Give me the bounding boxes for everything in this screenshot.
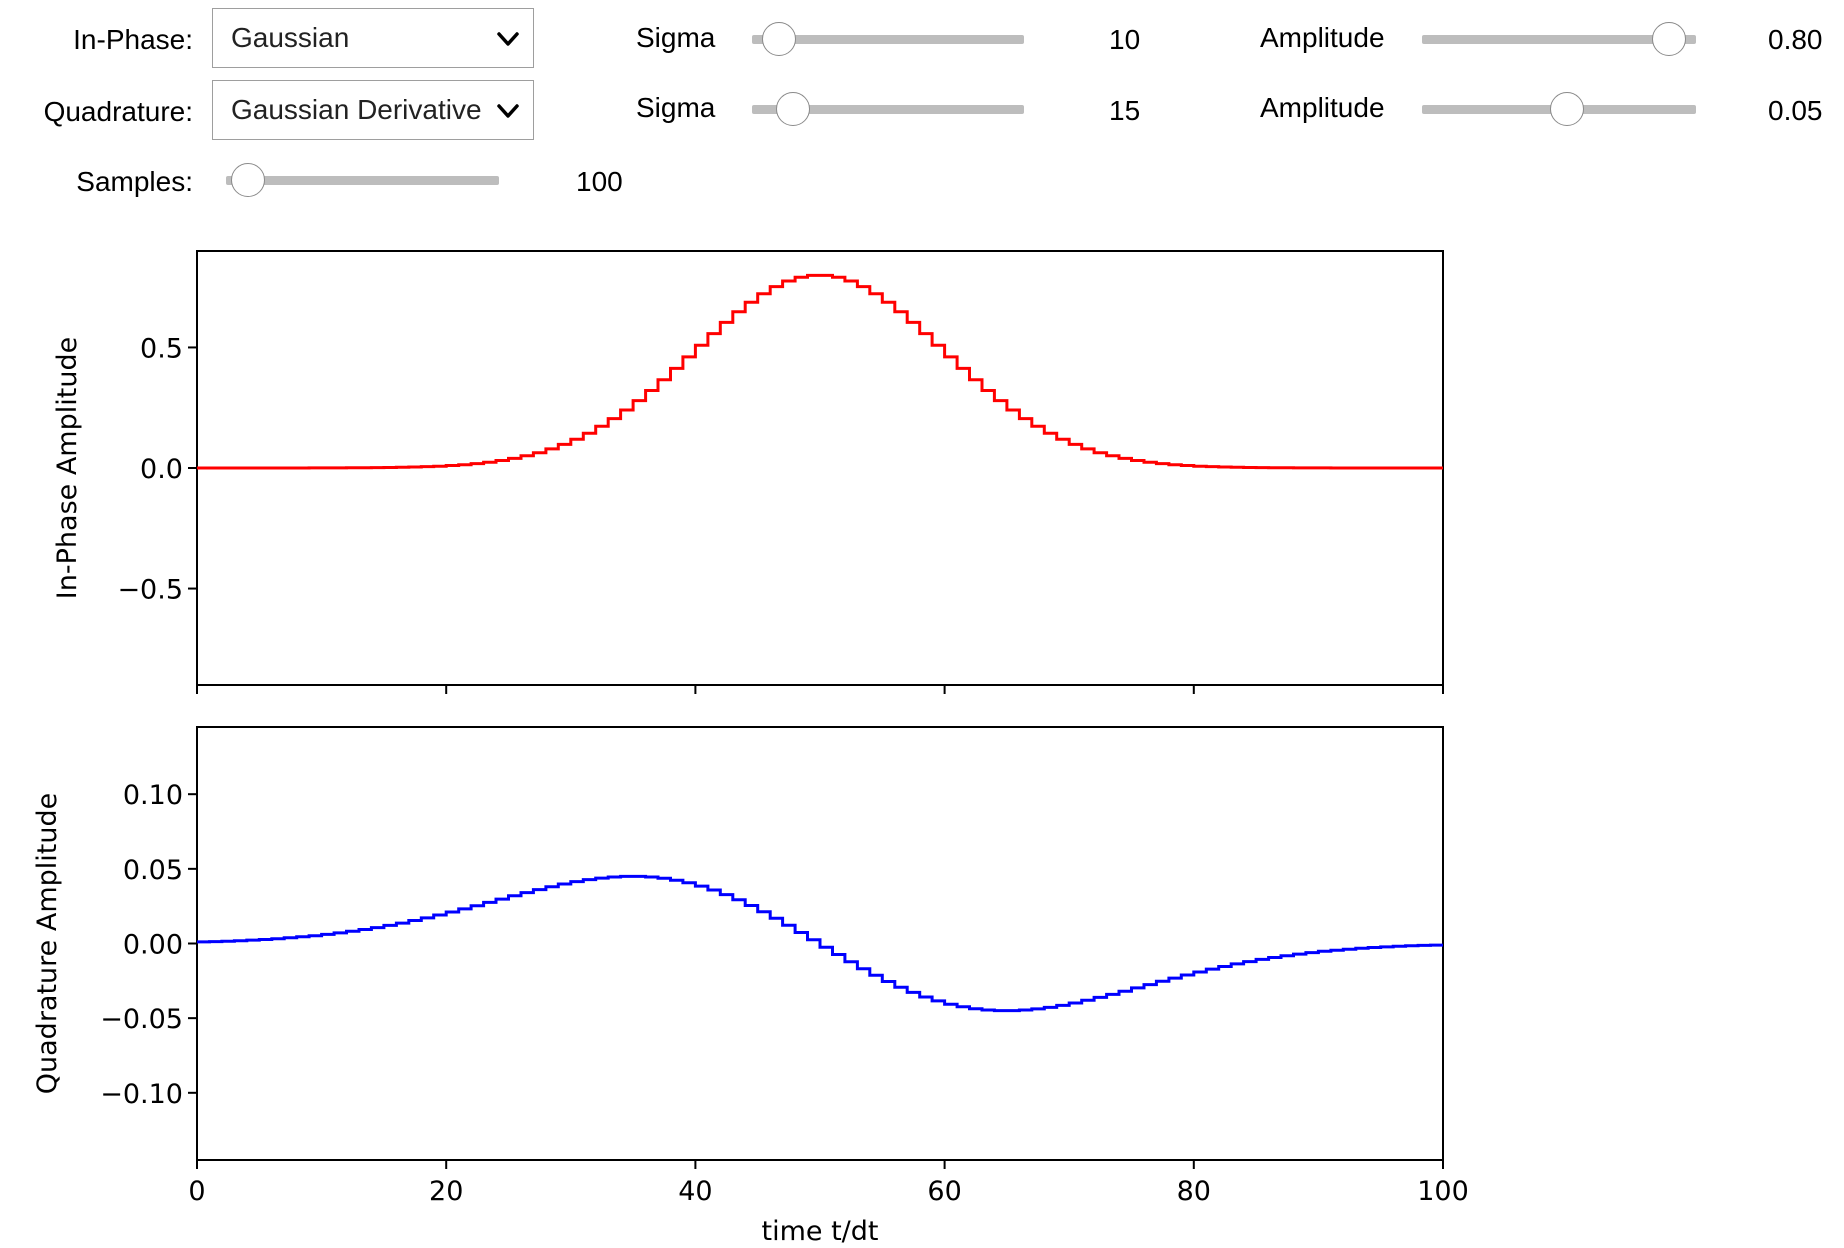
plot-frame: [196, 250, 1444, 686]
y-tick-label: −0.10: [100, 1079, 183, 1110]
x-tick-label: 60: [927, 1176, 961, 1207]
slider-thumb[interactable]: [230, 163, 265, 197]
quadrature-shape-value: Gaussian Derivative: [231, 94, 482, 125]
chevron-down-icon: [497, 32, 519, 46]
samples-label: Samples:: [76, 166, 193, 197]
slider-thumb[interactable]: [762, 22, 797, 56]
y-tick-label: 0.00: [123, 930, 183, 961]
slider-track: [226, 176, 499, 185]
y-axis-label: In-Phase Amplitude: [52, 337, 83, 599]
quadrature-amplitude-value: 0.05: [1768, 95, 1823, 126]
quadrature-amplitude-label: Amplitude: [1260, 92, 1385, 123]
samples-slider[interactable]: [226, 161, 499, 201]
y-tick-label: 0.5: [140, 333, 183, 364]
plot-frame: [196, 726, 1444, 1161]
quadrature-label: Quadrature:: [43, 96, 193, 127]
x-tick-label: 100: [1417, 1176, 1469, 1207]
y-tick-label: 0.0: [140, 454, 183, 485]
y-tick-label: −0.05: [100, 1004, 183, 1035]
slider-track: [752, 35, 1024, 44]
in-phase-series-line: [197, 273, 1443, 470]
y-tick-label: −0.5: [117, 575, 183, 606]
x-tick-label: 80: [1177, 1176, 1211, 1207]
quadrature-shape-dropdown[interactable]: Gaussian Derivative: [212, 80, 534, 140]
y-axis-label: Quadrature Amplitude: [32, 793, 63, 1094]
in-phase-amplitude-slider[interactable]: [1422, 20, 1696, 60]
slider-thumb[interactable]: [775, 92, 810, 126]
slider-thumb[interactable]: [1651, 22, 1686, 56]
y-tick-label: 0.05: [123, 855, 183, 886]
quadrature-sigma-slider[interactable]: [752, 90, 1024, 130]
in-phase-sigma-label: Sigma: [636, 22, 716, 53]
in-phase-shape-value: Gaussian: [231, 22, 350, 53]
samples-value: 100: [576, 166, 623, 197]
in-phase-amplitude-value: 0.80: [1768, 24, 1823, 55]
x-axis-label: time t/dt: [762, 1216, 879, 1247]
slider-track: [752, 105, 1024, 114]
quadrature-sigma-label: Sigma: [636, 92, 716, 123]
slider-track: [1422, 35, 1696, 44]
in-phase-label: In-Phase:: [73, 24, 193, 55]
quadrature-sigma-value: 15: [1109, 95, 1141, 126]
in-phase-sigma-value: 10: [1109, 24, 1141, 55]
quadrature-series-line: [197, 874, 1443, 1013]
y-tick-label: 0.10: [123, 780, 183, 811]
quadrature-amplitude-slider[interactable]: [1422, 90, 1696, 130]
chevron-down-icon: [497, 104, 519, 118]
in-phase-sigma-slider[interactable]: [752, 20, 1024, 60]
x-tick-label: 20: [429, 1176, 463, 1207]
in-phase-amplitude-label: Amplitude: [1260, 22, 1385, 53]
x-tick-label: 40: [678, 1176, 712, 1207]
x-tick-label: 0: [188, 1176, 205, 1207]
slider-thumb[interactable]: [1550, 92, 1585, 126]
in-phase-shape-dropdown[interactable]: Gaussian: [212, 8, 534, 68]
